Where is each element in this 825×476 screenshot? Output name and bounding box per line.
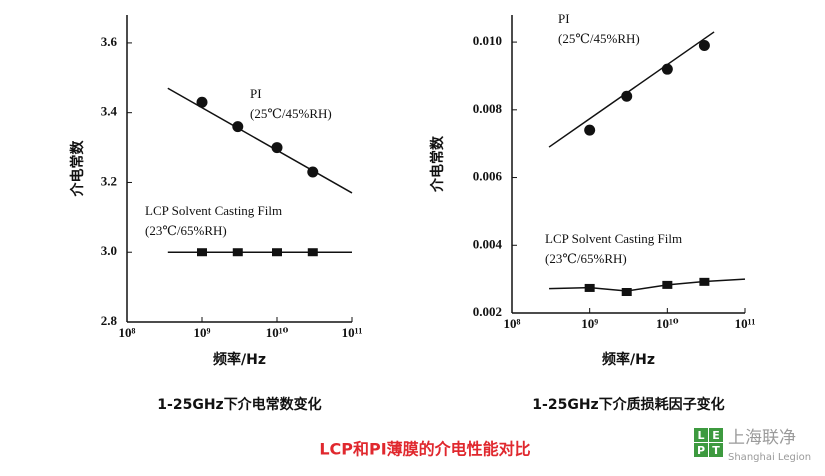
- y-tick-label: 0.004: [473, 236, 503, 251]
- chart-caption: 1-25GHz下介电常数变化: [157, 396, 321, 413]
- logo-cell: [709, 428, 723, 442]
- watermark-name: 上海联净: [728, 428, 796, 448]
- series-label: PI: [250, 86, 262, 101]
- series-condition: (25℃/45%RH): [558, 31, 640, 46]
- x-tick-label: 10¹⁰: [656, 316, 679, 331]
- point: [307, 166, 319, 178]
- y-axis-title: 介电常数: [69, 140, 86, 198]
- logo-letter: T: [712, 444, 720, 457]
- y-tick-label: 0.010: [473, 33, 502, 48]
- y-tick-label: 3.4: [101, 104, 118, 119]
- x-tick-label: 10⁹: [581, 316, 598, 331]
- fit-line: [167, 87, 353, 194]
- series-label: LCP Solvent Casting Film: [545, 231, 682, 246]
- point: [621, 90, 633, 102]
- x-tick-label: 10¹⁰: [266, 325, 289, 340]
- y-tick-label: 0.002: [473, 304, 502, 319]
- x-axis-title: 频率/Hz: [213, 351, 266, 368]
- logo-cell: [709, 443, 723, 457]
- logo-letter: L: [697, 429, 704, 442]
- y-tick-label: 0.008: [473, 101, 503, 116]
- x-axis-title: 频率/Hz: [602, 351, 655, 368]
- y-tick-label: 0.006: [473, 169, 503, 184]
- point: [307, 248, 318, 257]
- logo-letter: E: [712, 429, 720, 442]
- y-tick-label: 3.2: [101, 173, 117, 188]
- point: [699, 277, 710, 286]
- x-tick-label: 10⁸: [119, 325, 136, 340]
- y-tick-label: 3.0: [101, 243, 117, 258]
- point: [232, 121, 244, 133]
- series-label: PI: [558, 11, 570, 26]
- point: [196, 96, 208, 108]
- chart-caption: 1-25GHz下介质损耗因子变化: [532, 396, 724, 413]
- y-tick-label: 2.8: [101, 313, 118, 328]
- point: [661, 63, 673, 75]
- x-tick-label: 10¹¹: [342, 325, 363, 340]
- y-axis-title: 介电常数: [429, 135, 446, 193]
- point: [621, 288, 632, 297]
- x-tick-label: 10⁹: [194, 325, 211, 340]
- main-title: LCP和PI薄膜的介电性能对比: [319, 440, 530, 459]
- point: [197, 248, 207, 257]
- series-label: LCP Solvent Casting Film: [145, 203, 282, 218]
- point: [584, 124, 596, 136]
- point: [698, 39, 710, 51]
- logo-letter: P: [697, 444, 705, 457]
- point: [584, 283, 595, 292]
- logo-cell: [694, 443, 708, 457]
- logo-cell: [694, 428, 708, 442]
- watermark-logo: L E P T: [694, 428, 723, 457]
- point: [662, 280, 673, 289]
- watermark-english: Shanghai Legion: [728, 452, 811, 463]
- x-tick-label: 10⁸: [504, 316, 521, 331]
- series-condition: (25℃/45%RH): [250, 106, 332, 121]
- fit-line: [549, 278, 746, 292]
- point: [272, 248, 282, 257]
- series-condition: (23℃/65%RH): [145, 223, 227, 238]
- fit-line: [548, 31, 715, 148]
- series-condition: (23℃/65%RH): [545, 251, 627, 266]
- y-tick-label: 3.6: [101, 34, 118, 49]
- point: [271, 142, 283, 154]
- x-tick-label: 10¹¹: [735, 316, 756, 331]
- point: [232, 248, 243, 257]
